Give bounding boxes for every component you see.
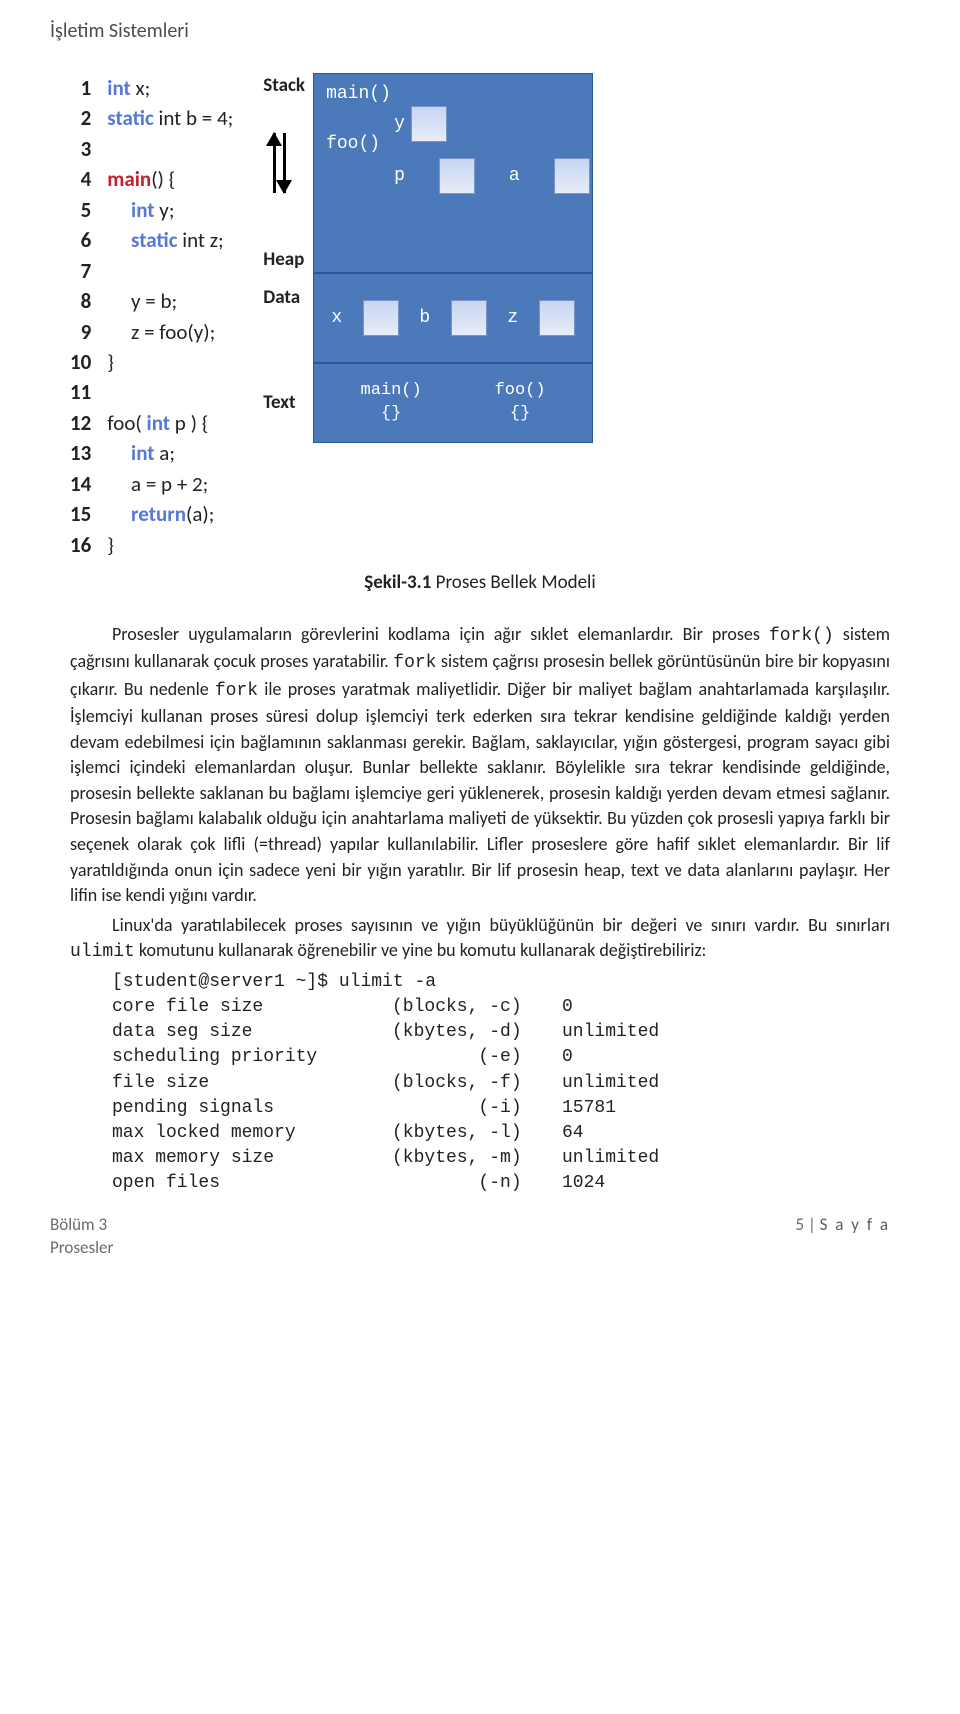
paragraph-2: Linux'da yaratılabilecek proses sayısını… [70,913,890,966]
code-line: int a; [107,438,233,468]
ulimit-row: file size(blocks, -f)unlimited [112,1071,890,1096]
text-main: main() {} [361,380,422,426]
footer-left: Bölüm 3 Prosesler [50,1214,113,1260]
var-cell [439,158,475,194]
code-line-number: 2 [70,103,107,133]
code-line-number: 9 [70,317,107,347]
code-line-number: 12 [70,408,107,438]
ulimit-row: max locked memory(kbytes, -l)64 [112,1121,890,1146]
text-foo: foo() {} [495,380,546,426]
code-line-number: 14 [70,469,107,499]
stack-foo-label: foo() [326,132,380,156]
code-line-number: 13 [70,438,107,468]
memory-diagram: Stack Heap Data Text main() y foo() [263,73,593,443]
ulimit-output: [student@server1 ~]$ ulimit -a core file… [112,970,890,1197]
code-line [107,377,233,407]
paragraph-1: Prosesler uygulamaların görevlerini kodl… [70,622,890,909]
page-header: İşletim Sistemleri [50,0,890,73]
code-line-number: 10 [70,347,107,377]
code-line: y = b; [107,286,233,316]
stack-block: main() y foo() p a [313,73,593,273]
ulimit-row: core file size(blocks, -c)0 [112,995,890,1020]
code-line-number: 7 [70,256,107,286]
code-line: a = p + 2; [107,469,233,499]
stack-y-row: y [394,106,447,142]
code-diagram-row: 1int x;2static int b = 4;34main() {5 int… [70,73,890,560]
code-line-number: 15 [70,499,107,529]
code-line: z = foo(y); [107,317,233,347]
figure-caption: Şekil-3.1 Proses Bellek Modeli [70,570,890,596]
ulimit-row: pending signals (-i)15781 [112,1096,890,1121]
caption-bold: Şekil-3.1 [364,571,431,594]
code-line: main() { [107,164,233,194]
code-line [107,256,233,286]
code-line-number: 11 [70,377,107,407]
var-cell [539,300,575,336]
code-line: } [107,347,233,377]
label-data: Data [263,273,305,363]
stack-y-label: y [394,112,405,136]
stack-main-label: main() [326,82,391,106]
code-line-number: 6 [70,225,107,255]
caption-rest: Proses Bellek Modeli [431,571,595,594]
var-cell [411,106,447,142]
ulimit-row: scheduling priority (-e)0 [112,1045,890,1070]
data-block: x b z [313,273,593,363]
code-line-number: 4 [70,164,107,194]
text-block: main() {} foo() {} [313,363,593,443]
code-line: return(a); [107,499,233,529]
stack-a-label: a [509,164,520,188]
label-stack: Stack [263,73,305,133]
var-cell [554,158,590,194]
code-listing: 1int x;2static int b = 4;34main() {5 int… [70,73,233,560]
code-line [107,134,233,164]
page-footer: Bölüm 3 Prosesler 5 | S a y f a [50,1214,890,1260]
stack-pa-row: p a [394,158,590,194]
label-heap: Heap [263,213,305,273]
data-b-label: b [419,306,430,330]
code-line-number: 8 [70,286,107,316]
code-line: static int b = 4; [107,103,233,133]
var-cell [363,300,399,336]
code-line-number: 1 [70,73,107,103]
label-text: Text [263,363,305,443]
code-line: } [107,530,233,560]
code-line: static int z; [107,225,233,255]
data-z-label: z [507,306,518,330]
code-line: int y; [107,195,233,225]
ulimit-row: open files (-n)1024 [112,1171,890,1196]
code-line-number: 3 [70,134,107,164]
data-x-label: x [331,306,342,330]
footer-right: 5 | S a y f a [796,1214,891,1260]
code-line: int x; [107,73,233,103]
memory-labels: Stack Heap Data Text [263,73,305,443]
memory-blocks: main() y foo() p a x b z [313,73,593,443]
code-line-number: 16 [70,530,107,560]
ulimit-prompt: [student@server1 ~]$ ulimit -a [112,970,890,995]
var-cell [451,300,487,336]
code-line-number: 5 [70,195,107,225]
code-line: foo( int p ) { [107,408,233,438]
ulimit-row: data seg size(kbytes, -d)unlimited [112,1020,890,1045]
stack-p-label: p [394,164,405,188]
ulimit-row: max memory size(kbytes, -m)unlimited [112,1146,890,1171]
